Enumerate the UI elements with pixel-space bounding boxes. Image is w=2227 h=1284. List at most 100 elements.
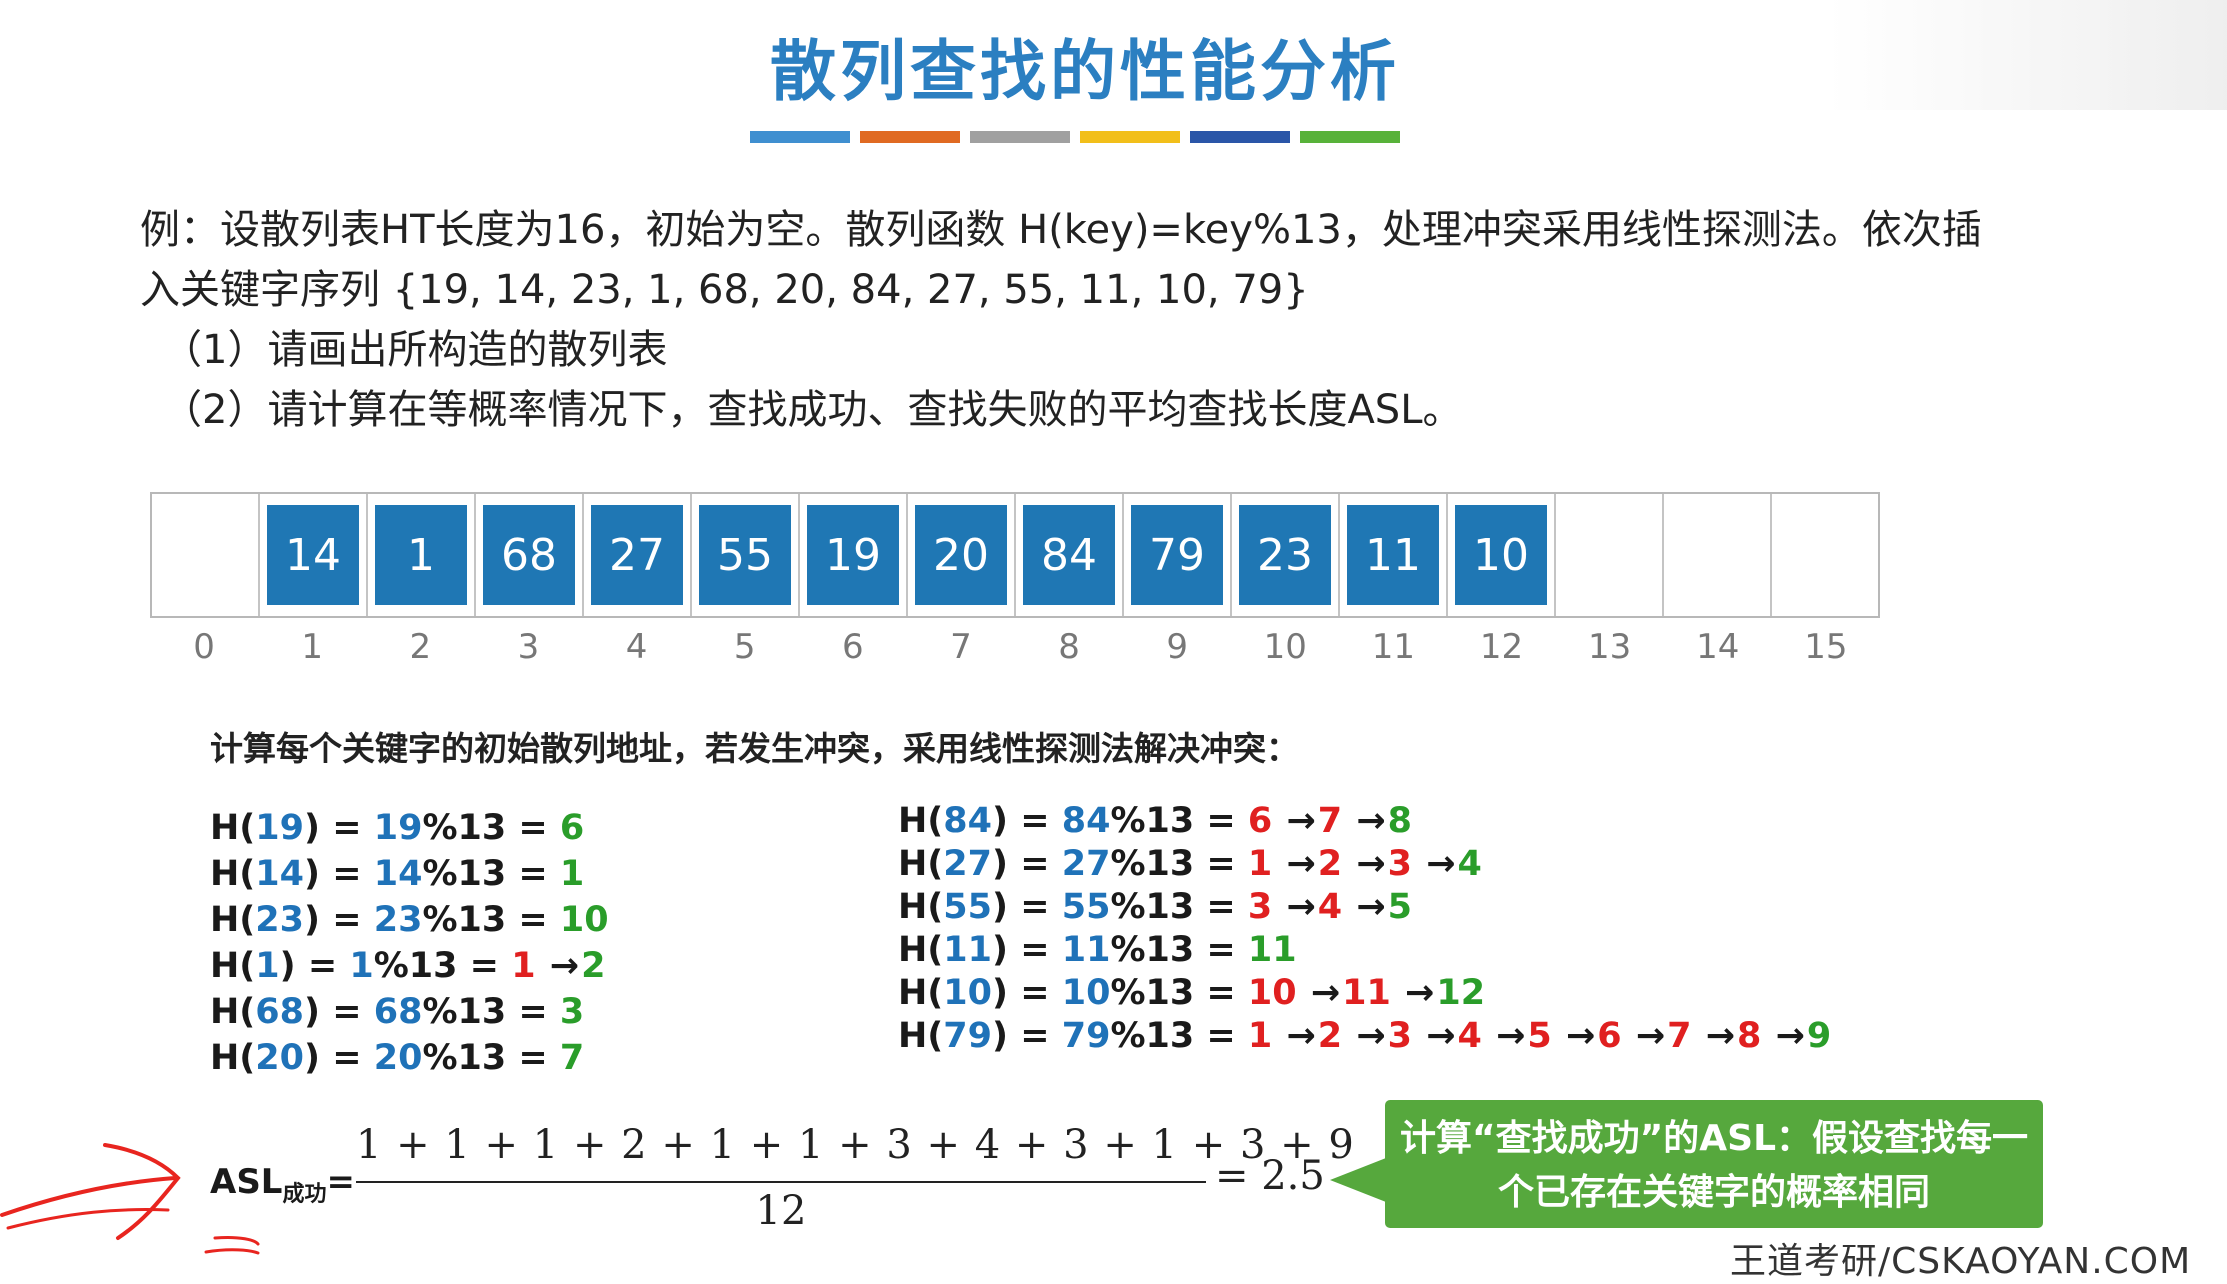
callout-note: 计算“查找成功”的ASL：假设查找每一 个已存在关键字的概率相同 [1385,1100,2043,1228]
hash-slot-value: 79 [1131,505,1223,605]
calc-fn-close: ) = [304,900,374,940]
probe-arrow-icon: → [1274,1016,1316,1056]
hash-slot: 10 [1448,494,1556,616]
hash-calc-row: H(10) = 10%13 = 10 →11 →12 [898,972,1831,1015]
probe-arrow-icon: → [1553,1016,1596,1056]
hash-slot-value: 11 [1347,505,1439,605]
hash-calc-row: H(23) = 23%13 = 10 [210,897,609,943]
slot-index: 8 [1058,627,1080,667]
hash-slot-value: 1 [375,505,467,605]
hash-slot-value: 84 [1023,505,1115,605]
calc-fn-close: ) = [992,844,1062,884]
calc-mod: %13 = [1110,930,1248,970]
calc-initial-address: 6 [559,808,585,848]
calc-probe-address: 4 [1317,887,1343,927]
calc-key: 11 [943,930,993,970]
calc-probe-address: 12 [1436,973,1486,1013]
hash-slot [1772,494,1878,616]
probe-arrow-icon: → [1392,973,1435,1013]
hash-calculations-right: H(84) = 84%13 = 6 →7 →8 H(27) = 27%13 = 1… [898,800,1831,1058]
hash-table-indices: 0 1 2 3 4 5 6 7 8 9 10 11 12 13 14 15 [150,622,1880,672]
hash-calc-row: H(1) = 1%13 = 1 →2 [210,943,609,989]
hash-slot-value: 55 [699,505,791,605]
calc-fn-open: H( [210,808,256,848]
calc-key: 14 [255,854,305,894]
hash-slot: 19 [800,494,908,616]
calc-key: 27 [943,844,993,884]
calc-key-repeat: 84 [1061,801,1111,841]
calc-initial-address: 1 [511,946,536,986]
calc-fn-open: H( [210,854,256,894]
calc-mod: %13 = [373,946,512,986]
hash-slot: 11 [1340,494,1448,616]
calc-key-repeat: 23 [373,900,423,940]
calc-probe-address: 3 [1387,844,1413,884]
calc-fn-close: ) = [992,930,1062,970]
calc-fn-close: ) = [304,1038,374,1078]
calc-mod: %13 = [422,992,560,1032]
hash-slot-value: 10 [1455,505,1547,605]
calc-mod: %13 = [422,854,560,894]
calc-key: 84 [943,801,993,841]
hash-calculations-left: H(19) = 19%13 = 6 H(14) = 14%13 = 1 H(23) … [210,805,609,1081]
hash-slot [152,494,260,616]
hash-calc-row: H(19) = 19%13 = 6 [210,805,609,851]
calc-fn-close: ) = [304,808,374,848]
calc-key: 10 [943,973,993,1013]
calc-probe-address: 8 [1737,1016,1762,1056]
probe-arrow-icon: → [1274,887,1316,927]
calc-fn-open: H( [898,930,944,970]
calc-probe-address: 5 [1527,1016,1552,1056]
slot-index: 5 [733,627,756,667]
asl-equals: = [326,1162,355,1202]
slot-index: 4 [625,627,648,667]
section-subtitle: 计算每个关键字的初始散列地址，若发生冲突，采用线性探测法解决冲突： [210,729,1299,768]
hash-slot: 27 [584,494,692,616]
calc-probe-address: 4 [1457,844,1482,884]
calc-mod: %13 = [422,808,560,848]
probe-arrow-icon: → [1298,973,1341,1013]
asl-success-label: ASL成功= [210,1162,355,1208]
hash-slot-value: 27 [591,505,683,605]
probe-arrow-icon: → [1414,1016,1456,1056]
probe-arrow-icon: → [1344,887,1386,927]
calc-key-repeat: 55 [1061,887,1111,927]
slot-index: 0 [193,627,215,667]
hash-slot: 79 [1124,494,1232,616]
hash-slot-value: 20 [915,505,1007,605]
slot-index: 14 [1696,627,1740,667]
calc-fn-close: ) = [992,801,1062,841]
hash-calc-row: H(68) = 68%13 = 3 [210,989,609,1035]
page-title: 散列查找的性能分析 [770,33,1400,110]
calc-key: 55 [943,887,993,927]
calc-probe-address: 4 [1457,1016,1482,1056]
calc-fn-open: H( [210,992,256,1032]
calc-fn-close: ) = [992,1016,1062,1056]
calc-fn-open: H( [210,1038,256,1078]
calc-mod: %13 = [1110,1016,1248,1056]
calc-probe-address: 6 [1597,1016,1622,1056]
hash-calc-row: H(27) = 27%13 = 1 →2 →3 →4 [898,843,1831,886]
logo-watermark [1827,0,2227,110]
calc-fn-close: ) = [992,887,1062,927]
probe-arrow-icon: → [1344,801,1386,841]
slot-index: 1 [301,627,323,667]
calc-mod: %13 = [422,1038,560,1078]
calc-probe-address: 5 [1387,887,1413,927]
calc-key: 19 [255,808,305,848]
calc-key-repeat: 27 [1061,844,1111,884]
calc-initial-address: 7 [559,1038,585,1078]
hash-slot: 14 [260,494,368,616]
question-2: （2）请计算在等概率情况下，查找成功、查找失败的平均查找长度ASL。 [162,387,1463,433]
calc-initial-address: 10 [559,900,609,940]
color-strip [750,131,850,143]
calc-probe-address: 11 [1342,973,1391,1013]
calc-fn-open: H( [898,887,944,927]
calc-probe-address: 9 [1806,1016,1832,1056]
asl-label-subscript: 成功 [282,1182,327,1207]
hash-slot-value: 14 [267,505,359,605]
probe-arrow-icon: → [1623,1016,1666,1056]
slot-index: 11 [1371,627,1416,667]
calc-fn-open: H( [898,801,944,841]
calc-fn-open: H( [898,973,944,1013]
